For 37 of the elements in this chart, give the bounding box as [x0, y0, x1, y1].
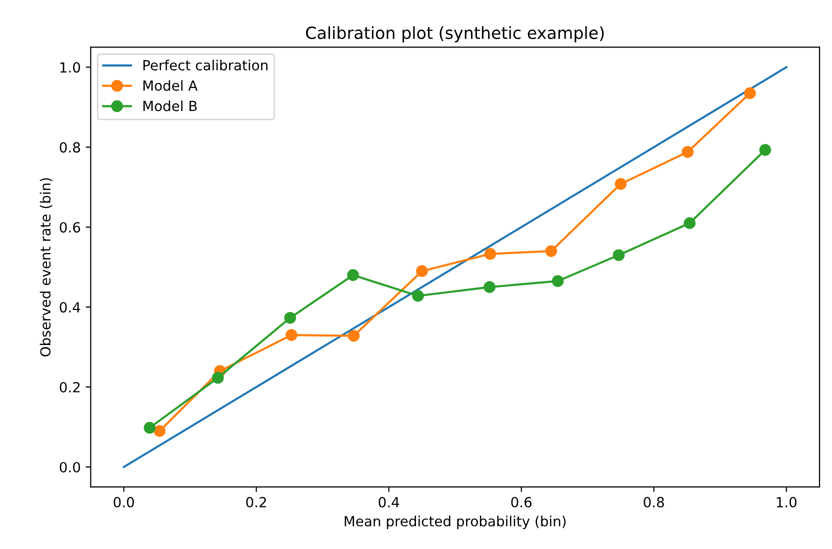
x-tick-label: 0.0	[114, 496, 134, 508]
point	[484, 248, 496, 260]
y-axis-title: Observed event rate (bin)	[40, 178, 52, 356]
point	[412, 290, 424, 302]
point	[212, 372, 224, 384]
point	[284, 312, 296, 324]
point	[614, 178, 627, 190]
y-tick-label: 0.6	[60, 222, 80, 233]
point	[154, 425, 166, 437]
legend-label: Model B	[143, 100, 197, 112]
point	[484, 281, 496, 293]
y-tick-label: 0.8	[60, 142, 80, 153]
x-tick-label: 0.4	[378, 496, 400, 508]
point	[552, 275, 564, 287]
point	[684, 217, 696, 230]
y-tick-label: 0.0	[60, 462, 80, 472]
point	[416, 265, 428, 277]
point	[744, 87, 756, 100]
point	[144, 422, 156, 434]
point	[759, 144, 772, 156]
legend-label: Perfect calibration	[143, 60, 268, 70]
y-tick-label: 0.2	[60, 382, 80, 392]
point	[545, 245, 558, 257]
point	[348, 330, 360, 342]
x-axis-title: Mean predicted probability (bin)	[344, 516, 566, 530]
point	[682, 146, 694, 158]
point	[612, 249, 625, 261]
x-tick-label: 0.2	[246, 496, 266, 508]
point	[286, 329, 298, 341]
x-tick-label: 0.6	[511, 496, 532, 508]
point	[347, 269, 359, 281]
chart-title: Calibration plot (synthetic example)	[306, 26, 604, 42]
x-tick-label: 0.8	[644, 496, 664, 508]
legend-label: Model A	[143, 80, 198, 91]
x-tick-label: 1.0	[776, 496, 797, 508]
y-tick-label: 1.0	[60, 62, 80, 73]
y-tick-label: 0.4	[60, 302, 80, 313]
